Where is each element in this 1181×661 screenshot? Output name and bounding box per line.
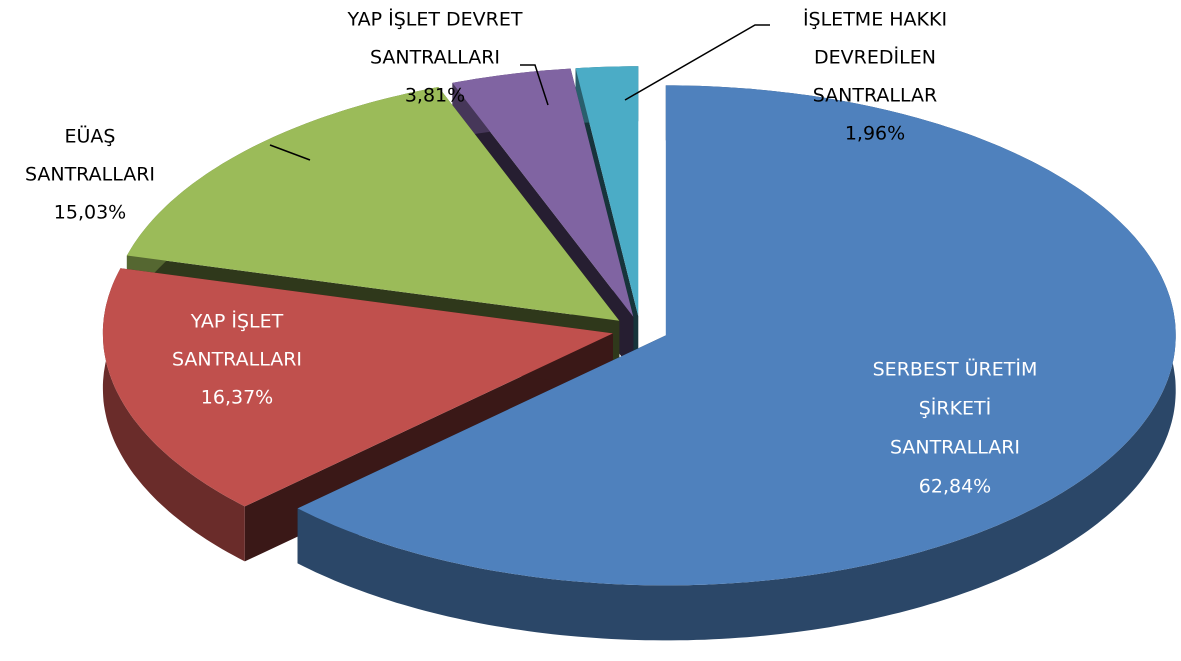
data-label: SANTRALLARI xyxy=(370,47,500,69)
value-label: 1,96% xyxy=(845,123,905,145)
data-label: SANTRALLARI xyxy=(890,437,1020,459)
data-label: SANTRALLARI xyxy=(25,164,155,186)
leader-line xyxy=(269,144,311,161)
leader-line xyxy=(624,24,770,101)
data-label: ŞİRKETİ xyxy=(919,397,992,420)
data-label: İŞLETME HAKKI xyxy=(803,8,947,31)
slice-rim xyxy=(297,85,1176,641)
value-label: 16,37% xyxy=(201,387,273,409)
value-label: 3,81% xyxy=(405,85,465,107)
slice xyxy=(297,85,1176,641)
value-label: 15,03% xyxy=(54,202,126,224)
slice-top xyxy=(102,268,613,507)
data-label: DEVREDİLEN xyxy=(814,46,936,69)
slice-top xyxy=(297,85,1176,586)
data-label: SANTRALLARI xyxy=(172,349,302,371)
data-label: YAP İŞLET DEVRET xyxy=(347,8,523,31)
slice-top xyxy=(575,66,639,317)
data-label: EÜAŞ xyxy=(65,125,116,148)
slice-top xyxy=(452,68,634,317)
value-label: 62,84% xyxy=(919,476,991,498)
leader-line xyxy=(520,64,549,106)
slice-rim xyxy=(102,268,245,562)
slice-top xyxy=(126,87,620,321)
data-label: SERBEST ÜRETİM xyxy=(873,358,1038,381)
data-label: SANTRALLAR xyxy=(813,85,937,107)
data-label: YAP İŞLET xyxy=(190,310,284,333)
